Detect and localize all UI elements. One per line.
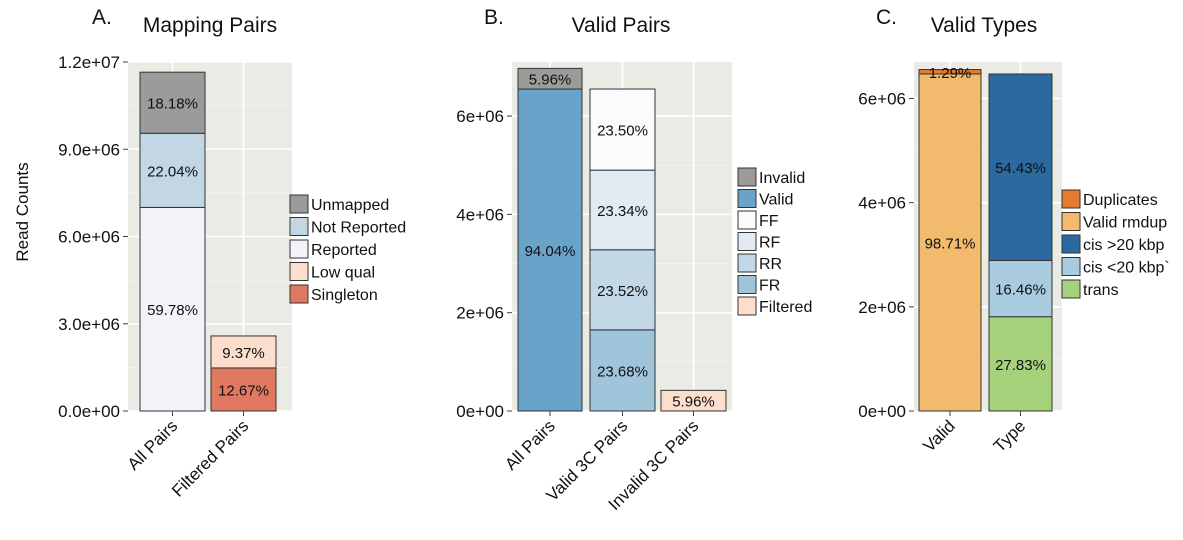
panel-title: Valid Pairs: [572, 14, 671, 37]
bar-value-label: 23.68%: [597, 363, 648, 380]
bar-value-label: 5.96%: [672, 394, 715, 411]
panel-title: Valid Types: [931, 14, 1038, 37]
legend: Duplicates Valid rmdup cis >20 kbp cis <20 …: [1061, 189, 1170, 299]
bar-segment: [988, 259, 1053, 318]
panel-1: 0.0e+00 3.0e+06 6.0e+06 9.0e+06 1.2e+07 59.78…: [58, 6, 406, 501]
bar-value-label: 27.83%: [995, 357, 1046, 374]
bar-segment: [210, 367, 277, 412]
panel-letter: B.: [484, 6, 504, 29]
legend-swatch: [1061, 279, 1081, 299]
bar-segment: [918, 73, 982, 412]
bar-value-label: 54.43%: [995, 160, 1046, 177]
bar-value-label: 22.04%: [147, 163, 198, 180]
legend-swatch: [1061, 257, 1081, 276]
legend: Invalid Valid FF RF RR FR Filtered: [737, 167, 812, 316]
bar-value-label: 59.78%: [147, 302, 198, 319]
y-tick-label: 6e+06: [456, 107, 504, 126]
bar-segment: [139, 71, 206, 134]
legend-swatch: [737, 275, 757, 294]
legend-swatch: [737, 232, 757, 251]
legend-swatch: [1061, 189, 1081, 209]
bar-value-label: 12.67%: [218, 382, 269, 399]
bar-segment: [517, 67, 583, 90]
y-tick-label: 2e+06: [858, 298, 906, 317]
y-tick-label: 4e+06: [456, 205, 504, 224]
bar-segment: [210, 335, 277, 369]
panel-3: 0e+00 2e+06 4e+06 6e+06 98.71% 1.29% Valid 27.8…: [858, 6, 1169, 456]
legend-swatch: [289, 194, 309, 214]
legend-swatch: [737, 167, 757, 187]
panel-title: Mapping Pairs: [143, 14, 277, 37]
legend-label: trans: [1083, 282, 1119, 299]
legend-swatch: [1061, 234, 1081, 254]
legend-swatch: [289, 239, 309, 259]
bar-value-label: 94.04%: [525, 243, 576, 260]
y-axis-label: Read Counts: [13, 162, 32, 261]
bar-value-label: 5.96%: [529, 72, 572, 89]
bar-value-label: 16.46%: [995, 282, 1046, 299]
y-tick-label: 9.0e+06: [58, 140, 120, 159]
legend-label: RR: [759, 256, 782, 273]
y-tick-label: 0.0e+00: [58, 402, 120, 421]
x-tick-label: All Pairs: [501, 416, 559, 474]
legend-label: Unmapped: [311, 197, 389, 214]
legend-swatch: [289, 284, 309, 304]
bar-segment: [589, 329, 656, 412]
legend-label: FR: [759, 278, 780, 295]
legend-swatch: [737, 253, 757, 273]
y-tick-label: 6e+06: [858, 89, 906, 108]
x-tick-label: All Pairs: [124, 416, 182, 474]
legend-label: Reported: [311, 242, 377, 259]
legend-swatch: [737, 296, 757, 316]
legend-label: cis <20 kbp`: [1083, 260, 1170, 277]
legend-label: cis >20 kbp: [1083, 237, 1164, 254]
legend-label: Singleton: [311, 287, 378, 304]
legend-label: RF: [759, 235, 781, 252]
bar-value-label: 23.52%: [597, 283, 648, 300]
legend-label: Valid rmdup: [1083, 215, 1167, 232]
y-tick-label: 0e+00: [456, 402, 504, 421]
bar-value-label: 1.29%: [929, 65, 972, 82]
legend-label: Duplicates: [1083, 192, 1158, 209]
bar-segment: [589, 169, 656, 251]
x-tick-label: Type: [990, 416, 1029, 455]
bar-value-label: 23.50%: [597, 123, 648, 140]
legend-label: Invalid: [759, 170, 805, 187]
bar-value-label: 23.34%: [597, 203, 648, 220]
legend-swatch: [289, 262, 309, 281]
bar-value-label: 98.71%: [925, 235, 976, 252]
y-tick-label: 6.0e+06: [58, 228, 120, 247]
panel-letter: C.: [876, 6, 897, 29]
bar-value-label: 9.37%: [222, 345, 265, 362]
y-tick-label: 4e+06: [858, 194, 906, 213]
panel-letter: A.: [92, 6, 112, 29]
bar-value-label: 18.18%: [147, 96, 198, 113]
y-tick-label: 1.2e+07: [58, 53, 120, 72]
bar-segment: [589, 88, 656, 171]
panel-2: 0e+00 2e+06 4e+06 6e+06 94.04% 5.96% All Pairs…: [456, 6, 812, 514]
legend-swatch: [289, 217, 309, 236]
legend-label: Not Reported: [311, 220, 406, 237]
bar-segment: [517, 88, 583, 412]
legend-label: FF: [759, 213, 779, 230]
bar-segment: [589, 249, 656, 331]
legend-swatch: [737, 210, 757, 230]
bar-segment: [139, 132, 206, 208]
legend-label: Valid: [759, 192, 793, 209]
legend-label: Low qual: [311, 265, 375, 282]
x-tick-label: Filtered Pairs: [168, 416, 252, 500]
bar-segment: [918, 69, 982, 75]
legend-label: Filtered: [759, 299, 812, 316]
legend: Unmapped Not Reported Reported Low qual Sing…: [289, 194, 406, 304]
panels: 0.0e+00 3.0e+06 6.0e+06 9.0e+06 1.2e+07 59.78…: [58, 6, 1170, 514]
y-tick-label: 3.0e+06: [58, 315, 120, 334]
y-tick-label: 0e+00: [858, 402, 906, 421]
x-tick-label: Valid: [920, 416, 959, 455]
bar-segment: [988, 73, 1053, 261]
y-tick-label: 2e+06: [456, 304, 504, 323]
legend-swatch: [1061, 212, 1081, 231]
legend-swatch: [737, 189, 757, 208]
